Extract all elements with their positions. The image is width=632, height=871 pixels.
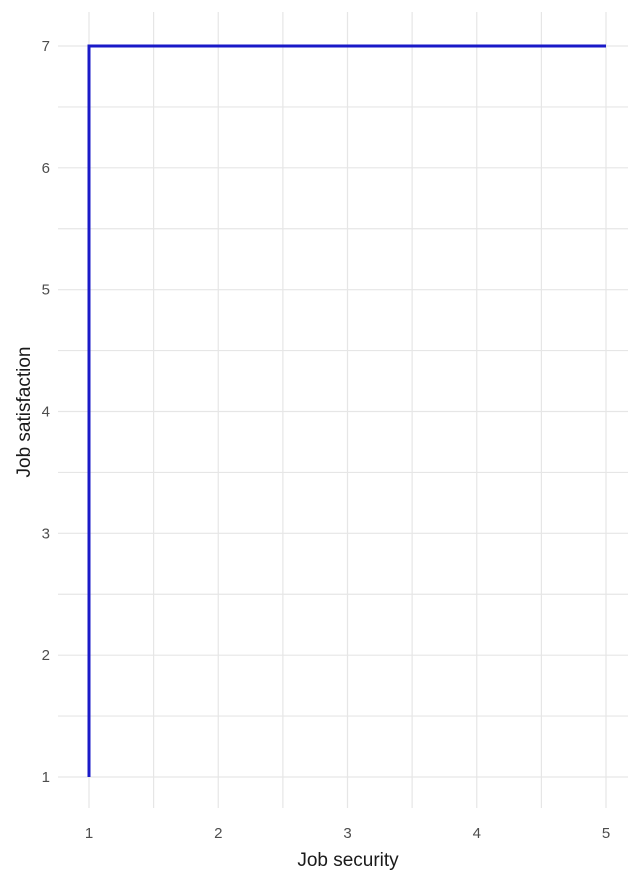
y-tick-label: 7 <box>42 38 50 55</box>
y-tick-label: 5 <box>42 282 50 299</box>
x-tick-label: 2 <box>214 825 222 842</box>
tick-labels: 1 2 3 4 5 6 7 1 2 3 4 5 <box>42 38 611 842</box>
y-tick-label: 1 <box>42 769 50 786</box>
series-layer <box>87 44 606 777</box>
y-tick-label: 4 <box>42 404 50 421</box>
y-tick-label: 2 <box>42 647 50 664</box>
series-line-1 <box>87 44 606 777</box>
x-tick-label: 1 <box>85 825 93 842</box>
grid <box>58 12 628 808</box>
x-tick-label: 5 <box>602 825 610 842</box>
y-tick-label: 6 <box>42 160 50 177</box>
x-tick-label: 3 <box>343 825 351 842</box>
x-axis-title: Job security <box>297 850 399 871</box>
x-tick-label: 4 <box>473 825 481 842</box>
y-tick-label: 3 <box>42 525 50 542</box>
y-axis-title: Job satisfaction <box>14 347 35 478</box>
